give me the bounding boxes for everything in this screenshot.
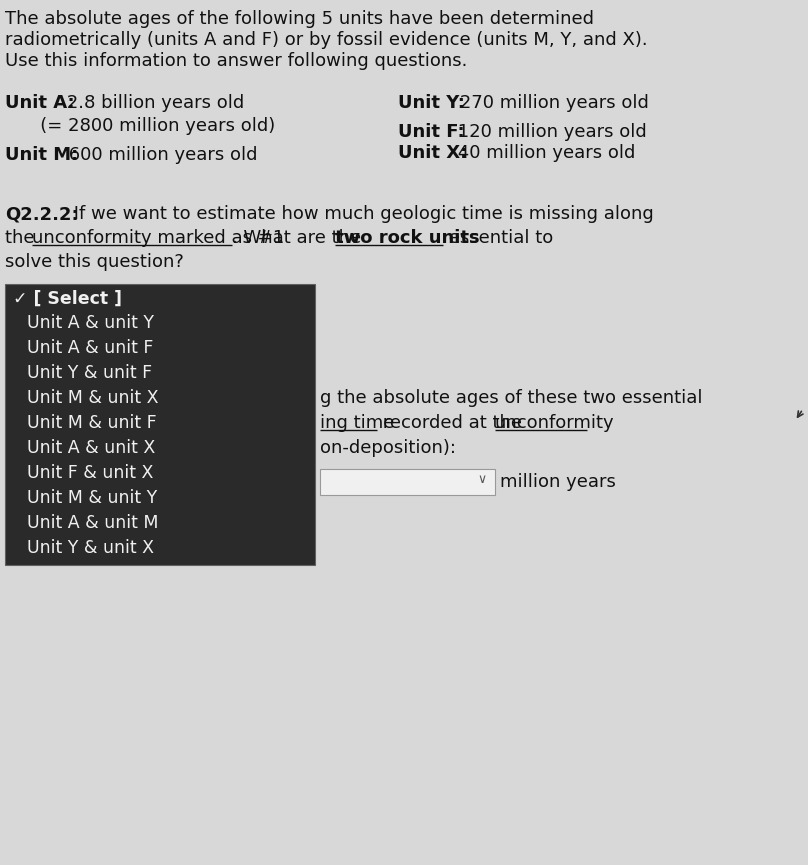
Text: on-deposition):: on-deposition): xyxy=(320,439,456,457)
FancyBboxPatch shape xyxy=(320,469,495,495)
Text: Use this information to answer following questions.: Use this information to answer following… xyxy=(5,52,467,70)
Text: The absolute ages of the following 5 units have been determined: The absolute ages of the following 5 uni… xyxy=(5,10,594,28)
Text: Q2.2.2:: Q2.2.2: xyxy=(5,205,78,223)
Text: 270 million years old: 270 million years old xyxy=(454,94,649,112)
Text: solve this question?: solve this question? xyxy=(5,253,184,271)
Text: Unit Y:: Unit Y: xyxy=(398,94,465,112)
Text: essential to: essential to xyxy=(443,229,553,247)
Text: Unit A & unit Y: Unit A & unit Y xyxy=(27,314,154,332)
Text: 2.8 billion years old: 2.8 billion years old xyxy=(61,94,244,112)
Text: recorded at the: recorded at the xyxy=(377,414,528,432)
Text: two rock units: two rock units xyxy=(335,229,480,247)
Text: unconformity: unconformity xyxy=(495,414,615,432)
Text: 600 million years old: 600 million years old xyxy=(63,146,258,164)
Text: Unit F:: Unit F: xyxy=(398,123,465,141)
FancyBboxPatch shape xyxy=(5,284,315,565)
Text: Unit M & unit X: Unit M & unit X xyxy=(27,389,158,407)
Text: (= 2800 million years old): (= 2800 million years old) xyxy=(23,117,276,135)
Text: ∨: ∨ xyxy=(477,473,486,486)
Text: ✓ [ Select ]: ✓ [ Select ] xyxy=(13,290,122,308)
Text: Unit A & unit M: Unit A & unit M xyxy=(27,514,158,532)
Text: 120 million years old: 120 million years old xyxy=(452,123,646,141)
Text: the: the xyxy=(5,229,40,247)
Text: Unit M:: Unit M: xyxy=(5,146,78,164)
Text: 40 million years old: 40 million years old xyxy=(452,144,635,162)
Text: g the absolute ages of these two essential: g the absolute ages of these two essenti… xyxy=(320,389,702,407)
Text: ing time: ing time xyxy=(320,414,394,432)
Text: If we want to estimate how much geologic time is missing along: If we want to estimate how much geologic… xyxy=(68,205,654,223)
Text: million years: million years xyxy=(500,473,616,491)
Text: Unit Y & unit X: Unit Y & unit X xyxy=(27,539,154,557)
Text: Unit F & unit X: Unit F & unit X xyxy=(27,464,154,482)
Text: radiometrically (units A and F) or by fossil evidence (units M, Y, and X).: radiometrically (units A and F) or by fo… xyxy=(5,31,648,49)
Text: Unit A:: Unit A: xyxy=(5,94,74,112)
Text: unconformity marked as #1: unconformity marked as #1 xyxy=(32,229,284,247)
Text: . What are the: . What are the xyxy=(232,229,367,247)
Text: Unit Y & unit F: Unit Y & unit F xyxy=(27,364,152,382)
Text: Unit A & unit F: Unit A & unit F xyxy=(27,339,154,357)
Text: Unit X:: Unit X: xyxy=(398,144,467,162)
Text: Unit M & unit Y: Unit M & unit Y xyxy=(27,489,158,507)
Text: Unit A & unit X: Unit A & unit X xyxy=(27,439,155,457)
Text: Unit M & unit F: Unit M & unit F xyxy=(27,414,157,432)
